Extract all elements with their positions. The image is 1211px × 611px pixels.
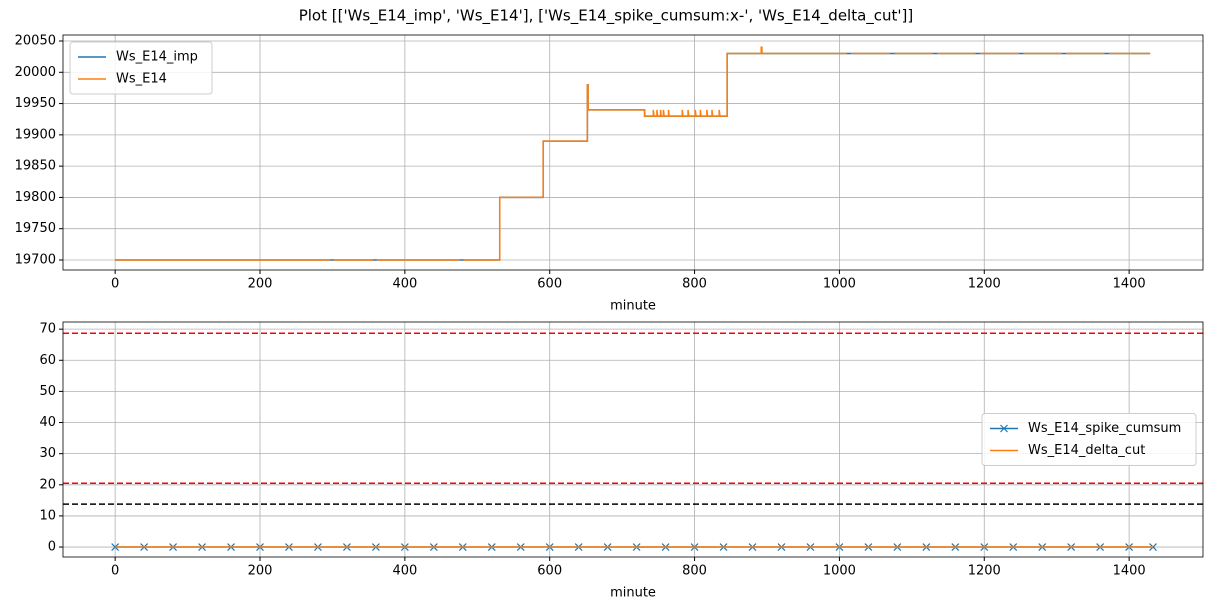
x-axis-label: minute bbox=[610, 586, 656, 601]
y-tick-label: 19900 bbox=[15, 127, 56, 142]
legend-label: Ws_E14_delta_cut bbox=[1028, 443, 1145, 458]
y-tick-label: 70 bbox=[39, 322, 56, 337]
y-tick-label: 19950 bbox=[15, 96, 56, 111]
y-tick-label: 20000 bbox=[15, 65, 56, 80]
x-axis-label: minute bbox=[610, 299, 656, 314]
y-tick-label: 20 bbox=[39, 477, 56, 492]
legend-box bbox=[69, 41, 213, 95]
legend-label: Ws_E14_imp bbox=[116, 50, 198, 65]
x-tick-label: 1200 bbox=[968, 277, 1001, 292]
x-tick-label: 200 bbox=[248, 277, 273, 292]
y-tick-label: 60 bbox=[39, 353, 56, 368]
y-tick-label: 50 bbox=[39, 384, 56, 399]
marker bbox=[111, 543, 120, 551]
y-tick-label: 30 bbox=[39, 446, 56, 461]
x-tick-label: 0 bbox=[111, 277, 119, 292]
axes-frame bbox=[62, 34, 1204, 271]
y-tick-label: 40 bbox=[39, 415, 56, 430]
y-tick-label: 20050 bbox=[15, 34, 56, 49]
legend-label: Ws_E14_spike_cumsum bbox=[1028, 421, 1181, 436]
y-tick-label: 19850 bbox=[15, 159, 56, 174]
x-tick-label: 800 bbox=[682, 564, 707, 579]
x-tick-label: 1000 bbox=[823, 564, 856, 579]
y-tick-label: 0 bbox=[48, 540, 56, 555]
x-tick-label: 1000 bbox=[823, 277, 856, 292]
axes-frame bbox=[62, 321, 1204, 558]
legend-label: Ws_E14 bbox=[116, 72, 167, 87]
x-tick-label: 600 bbox=[537, 564, 562, 579]
y-tick-label: 19750 bbox=[15, 221, 56, 236]
y-tick-label: 19800 bbox=[15, 190, 56, 205]
x-tick-label: 1400 bbox=[1113, 277, 1146, 292]
x-tick-label: 1200 bbox=[968, 564, 1001, 579]
figure-title: Plot [['Ws_E14_imp', 'Ws_E14'], ['Ws_E14… bbox=[299, 7, 914, 26]
x-tick-label: 1400 bbox=[1113, 564, 1146, 579]
x-tick-label: 0 bbox=[111, 564, 119, 579]
x-tick-label: 800 bbox=[682, 277, 707, 292]
legend-box bbox=[981, 413, 1197, 466]
legend-marker bbox=[1000, 424, 1008, 433]
x-tick-label: 400 bbox=[392, 277, 417, 292]
series-line bbox=[115, 46, 1151, 261]
y-tick-label: 10 bbox=[39, 508, 56, 523]
x-tick-label: 400 bbox=[392, 564, 417, 579]
y-tick-label: 19700 bbox=[15, 252, 56, 267]
x-tick-label: 200 bbox=[248, 564, 273, 579]
x-tick-label: 600 bbox=[537, 277, 562, 292]
